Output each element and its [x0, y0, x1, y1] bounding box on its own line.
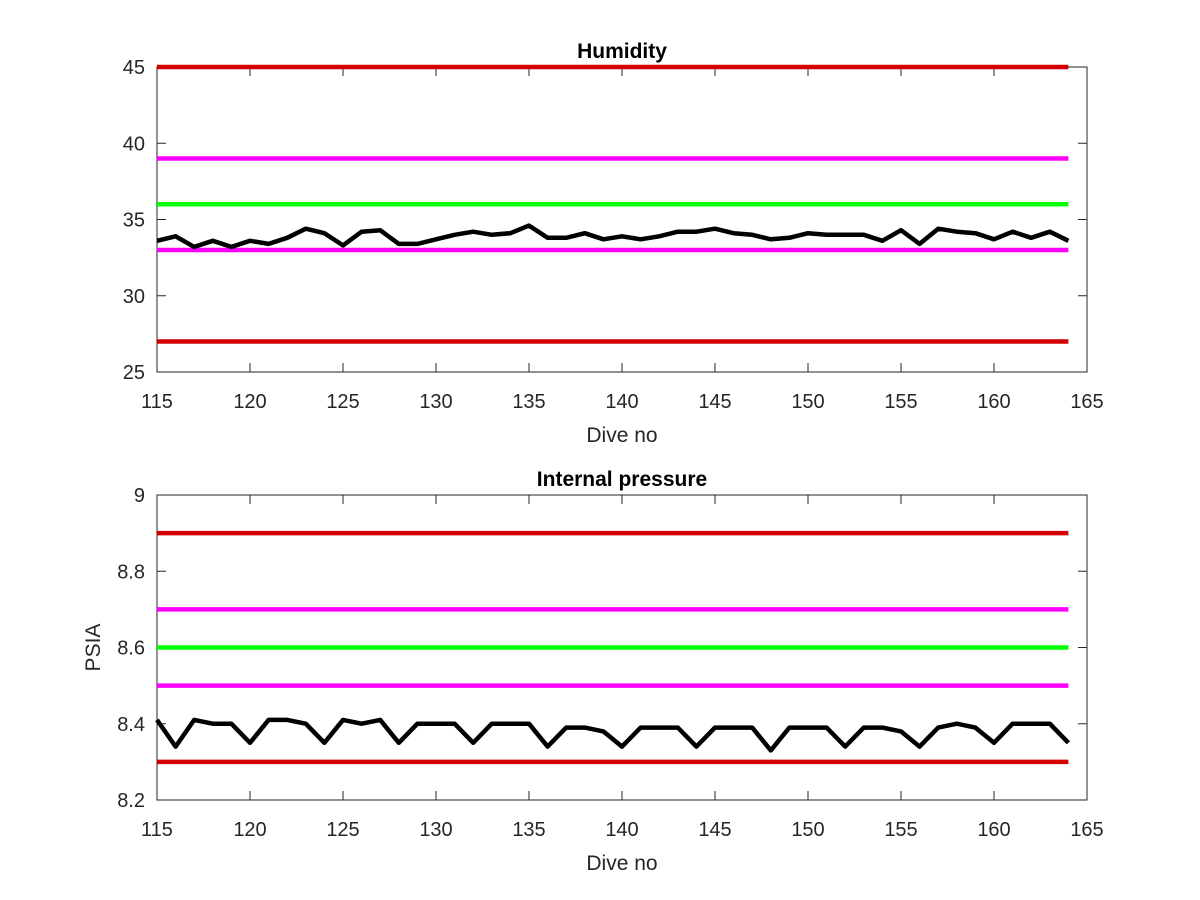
- x-axis-label: Dive no: [586, 424, 657, 447]
- y-tick-label: 45: [123, 57, 145, 79]
- y-tick-label: 8.2: [117, 790, 145, 812]
- chart-title: Humidity: [577, 40, 667, 63]
- x-tick-label: 140: [605, 819, 638, 841]
- x-tick-label: 150: [791, 391, 824, 413]
- y-axis-label: PSIA: [82, 624, 105, 672]
- x-tick-label: 155: [884, 819, 917, 841]
- x-tick-label: 125: [326, 819, 359, 841]
- x-tick-label: 155: [884, 391, 917, 413]
- x-tick-label: 135: [512, 819, 545, 841]
- x-tick-label: 115: [141, 391, 173, 413]
- x-tick-label: 150: [791, 819, 824, 841]
- x-tick-label: 140: [605, 391, 638, 413]
- chart-title: Internal pressure: [537, 468, 707, 491]
- x-tick-label: 145: [698, 391, 731, 413]
- y-tick-label: 30: [123, 286, 145, 308]
- internal-pressure-chart: 115 120 125 130 135 140 145 150 155 160 165 8.2 8.4 8…: [82, 468, 1104, 875]
- data-series-line: [156, 223, 1070, 250]
- y-tick-label: 9: [134, 485, 145, 507]
- data-series-line: [155, 717, 1071, 753]
- x-tick-label: 160: [977, 819, 1010, 841]
- x-tick-label: 120: [233, 819, 266, 841]
- x-tick-label: 135: [512, 391, 545, 413]
- y-tick-label: 40: [123, 133, 145, 155]
- x-tick-label: 145: [698, 819, 731, 841]
- x-tick-label: 160: [977, 391, 1010, 413]
- x-tick-label: 130: [419, 819, 452, 841]
- x-tick-label: 165: [1070, 391, 1103, 413]
- y-tick-label: 35: [123, 210, 145, 232]
- plot-frame: [156, 66, 1088, 373]
- x-axis-label: Dive no: [586, 852, 657, 875]
- y-tick-label: 8.4: [117, 714, 145, 736]
- y-tick-label: 25: [123, 362, 145, 384]
- y-tick-label: 8.8: [117, 561, 145, 583]
- x-tick-label: 120: [233, 391, 266, 413]
- x-tick-label: 165: [1070, 819, 1103, 841]
- y-tick-label: 8.6: [117, 638, 145, 660]
- humidity-chart: 115 120 125 130 135 140 145 150 155 160 165 25 30 35 4…: [123, 40, 1104, 447]
- x-tick-label: 115: [141, 819, 173, 841]
- x-tick-label: 125: [326, 391, 359, 413]
- x-tick-label: 130: [419, 391, 452, 413]
